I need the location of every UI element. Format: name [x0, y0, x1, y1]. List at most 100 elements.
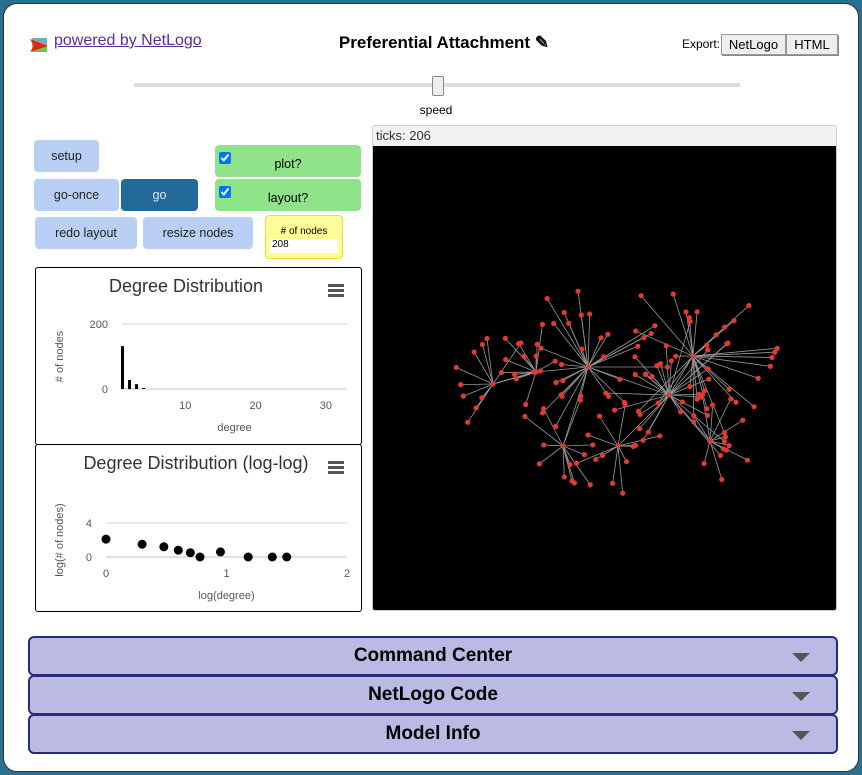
edge [562, 366, 589, 447]
node [733, 399, 739, 405]
section-label: Model Info [385, 723, 481, 744]
node [511, 371, 518, 378]
node [632, 371, 638, 378]
go-button[interactable]: go [121, 179, 198, 211]
edge [709, 440, 730, 446]
plot-menu-icon[interactable] [328, 461, 344, 464]
powered-by-netlogo-link[interactable]: powered by NetLogo [54, 32, 202, 49]
node [615, 443, 621, 449]
edge [709, 440, 723, 480]
loglog-degree-plot: Degree Distribution (log-log) 0 4 0 1 2 log(d… [35, 444, 362, 612]
resize-nodes-button[interactable]: resize nodes [143, 217, 253, 249]
node [560, 377, 566, 384]
node [567, 461, 573, 467]
node [769, 354, 775, 361]
title-text: Preferential Attachment [338, 33, 531, 52]
edge [617, 445, 624, 494]
node [746, 302, 752, 309]
edge [540, 347, 589, 368]
data-point [173, 545, 183, 555]
netlogo-code-section[interactable]: NetLogo Code [28, 675, 838, 715]
node [561, 474, 567, 480]
node [707, 438, 713, 444]
edge [635, 330, 694, 357]
node [617, 376, 623, 382]
node [605, 331, 611, 337]
export-netlogo-button[interactable]: NetLogo [721, 34, 786, 55]
setup-button[interactable]: setup [34, 140, 99, 172]
model-title: Preferential Attachment ✎ [304, 33, 584, 53]
network-graph [453, 288, 780, 496]
node [503, 357, 509, 363]
edge [639, 394, 670, 429]
node [774, 345, 780, 351]
node [623, 458, 630, 465]
node [635, 343, 641, 349]
node [713, 332, 719, 338]
section-label: Command Center [353, 645, 513, 666]
command-center-section[interactable]: Command Center [28, 636, 838, 676]
node [544, 295, 550, 302]
edge [656, 365, 670, 396]
node [471, 349, 477, 355]
world-view[interactable]: ticks: 206 [372, 125, 837, 611]
plot-menu-icon[interactable] [328, 284, 344, 287]
edge [617, 435, 660, 447]
edge [692, 355, 730, 390]
edge [587, 366, 670, 396]
plot-switch[interactable]: plot? [215, 145, 361, 177]
node [577, 397, 583, 403]
layout-switch[interactable]: layout? [215, 179, 361, 211]
edge [692, 355, 755, 407]
y-axis-label: log(# of nodes) [54, 503, 66, 576]
x-tick-label: 0 [103, 568, 109, 580]
edge [505, 338, 537, 373]
node [636, 426, 643, 432]
edge [587, 314, 591, 368]
node [479, 341, 486, 348]
node [473, 405, 479, 411]
edge [703, 440, 711, 464]
node [679, 399, 686, 405]
edit-pencil-icon[interactable]: ✎ [534, 33, 550, 52]
node [635, 408, 642, 414]
node [702, 388, 708, 394]
speed-slider-thumb[interactable] [432, 76, 444, 96]
node [655, 400, 661, 406]
edge [562, 366, 589, 381]
speed-label: speed [419, 103, 453, 117]
edge [617, 404, 626, 447]
edge [568, 323, 589, 368]
node [721, 438, 728, 445]
node [772, 349, 778, 355]
edge [692, 311, 698, 357]
x-tick-label: 30 [320, 400, 332, 412]
go-once-button[interactable]: go-once [34, 179, 119, 211]
edge [587, 356, 605, 368]
node [638, 293, 644, 299]
node [721, 430, 727, 436]
node [490, 381, 496, 387]
bar [121, 346, 124, 389]
edge [668, 355, 694, 396]
layout-checkbox[interactable] [219, 186, 231, 198]
node [705, 366, 711, 372]
edge [473, 351, 494, 385]
node [518, 340, 524, 346]
export-html-button[interactable]: HTML [786, 34, 838, 55]
node [710, 402, 716, 408]
data-point [243, 552, 253, 562]
edge [692, 355, 695, 422]
edge [505, 359, 537, 373]
edge [561, 366, 589, 397]
edge [535, 366, 589, 373]
bar [142, 388, 146, 389]
data-point [185, 548, 195, 558]
plot-checkbox[interactable] [219, 152, 231, 164]
redo-layout-button[interactable]: redo layout [35, 217, 137, 249]
model-info-section[interactable]: Model Info [28, 714, 838, 754]
edge [657, 355, 694, 404]
edge [689, 355, 694, 387]
node [705, 347, 711, 353]
edge [672, 293, 694, 357]
